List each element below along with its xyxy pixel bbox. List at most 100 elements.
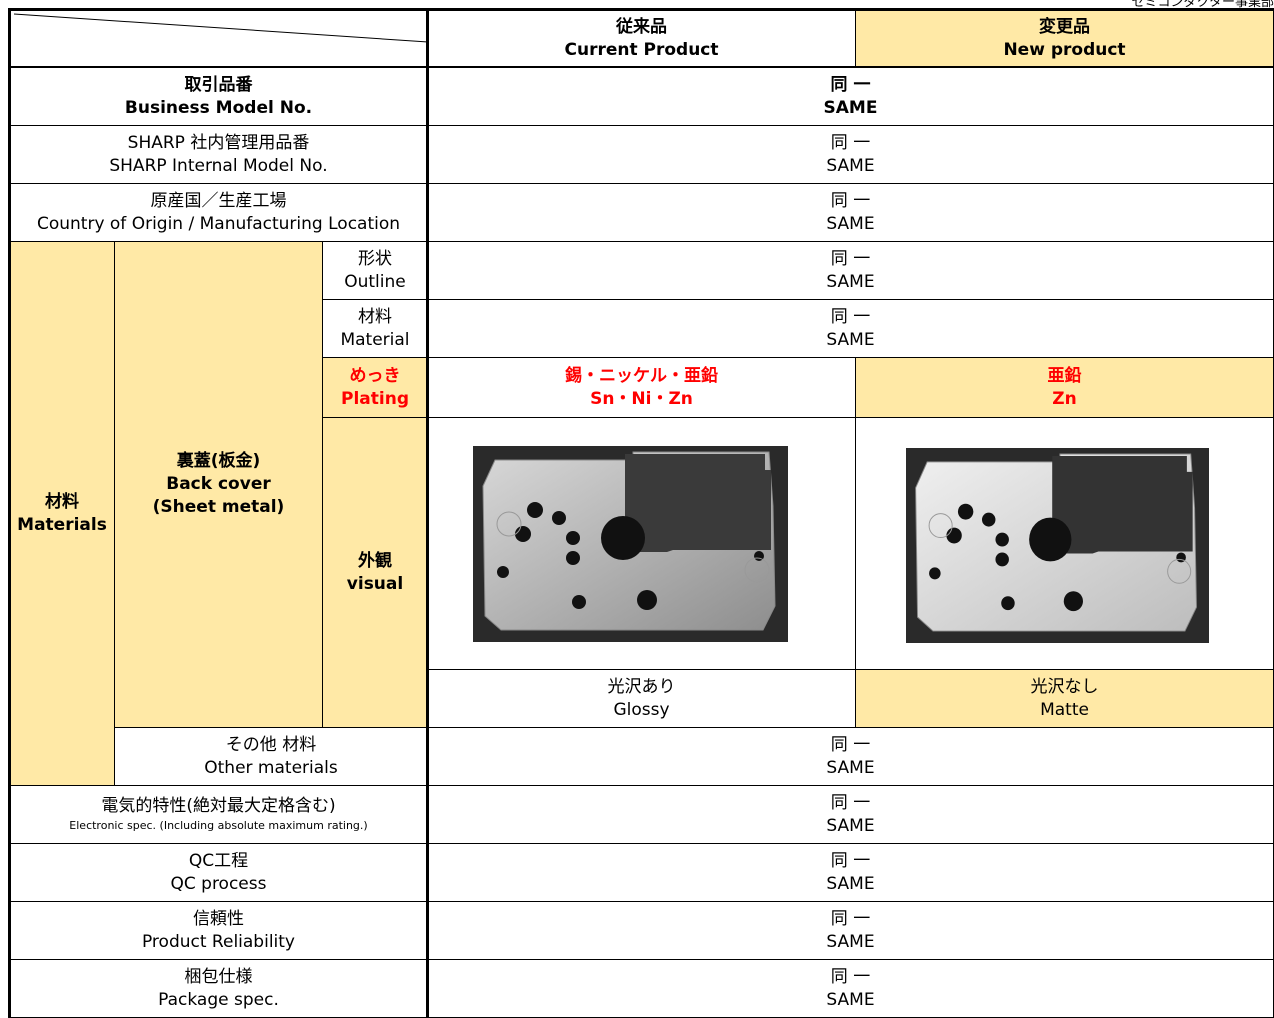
part-label-text: 裏蓋(板金) <box>176 451 261 471</box>
sub-label: めっき Plating <box>323 358 428 418</box>
row-label-text: Product Reliability <box>141 931 295 952</box>
row-value-text: 同 一 <box>830 74 871 95</box>
row-label: 信頼性 Product Reliability <box>10 902 428 960</box>
image-cell <box>428 418 856 670</box>
row-value-text: SAME <box>823 97 878 118</box>
materials-label-text: Materials <box>17 514 107 535</box>
border-line <box>8 8 1274 11</box>
sub-label-text: 材料 <box>358 306 392 327</box>
header-new-text: New product <box>1003 39 1126 60</box>
row-value: 同 一 SAME <box>428 902 1274 960</box>
sub-label-text: Plating <box>341 388 409 409</box>
row-label: 原産国／生産工場 Country of Origin / Manufacturin… <box>10 184 428 242</box>
border-line <box>8 8 11 1018</box>
row-label-text: 取引品番 <box>184 74 253 95</box>
header-current: 従来品 Current Product <box>428 10 856 68</box>
row-label-text: SHARP Internal Model No. <box>109 155 328 176</box>
row-value: 同 一 SAME <box>428 242 1274 300</box>
row-label: 取引品番 Business Model No. <box>10 68 428 126</box>
header-current-text: 従来品 <box>616 16 667 37</box>
row-label-text: SHARP 社内管理用品番 <box>127 132 310 153</box>
row-label: QC工程 QC process <box>10 844 428 902</box>
row-value-text: 同 一 <box>830 190 871 211</box>
plating-new-text: 亜鉛 <box>1047 365 1082 386</box>
header-current-text: Current Product <box>564 39 719 60</box>
row-value: 同 一 SAME <box>428 844 1274 902</box>
row-value-text: SAME <box>826 873 875 894</box>
materials-label-text: 材料 <box>45 491 79 512</box>
border-line <box>426 8 429 1018</box>
row-value-text: 同 一 <box>830 850 871 871</box>
plating-current-text: 錫・ニッケル・亜鉛 <box>565 365 718 386</box>
row-value-text: 同 一 <box>830 132 871 153</box>
sub-label-text: Material <box>340 329 410 350</box>
sub-label-text: Outline <box>344 271 406 292</box>
sub-label: 形状 Outline <box>323 242 428 300</box>
row-label-text: 電気的特性(絶対最大定格含む) <box>101 796 336 816</box>
header-new: 変更品 New product <box>856 10 1274 68</box>
row-value: 同 一 SAME <box>428 300 1274 358</box>
visual-current-text: Glossy <box>613 699 670 720</box>
image-cell <box>856 418 1274 670</box>
row-value-text: 同 一 <box>830 248 871 269</box>
sub-label-text: 形状 <box>358 248 392 269</box>
row-label-text: QC process <box>170 873 267 894</box>
visual-current: 光沢あり Glossy <box>428 670 856 728</box>
row-value-text: SAME <box>826 329 875 350</box>
row-value-text: SAME <box>826 931 875 952</box>
row-value-text: SAME <box>826 271 875 292</box>
row-value-text: 同 一 <box>830 734 871 755</box>
row-value-text: 同 一 <box>830 966 871 987</box>
row-label-text: QC工程 <box>188 850 249 871</box>
row-value-text: 同 一 <box>830 792 871 813</box>
row-value-text: SAME <box>826 213 875 234</box>
sub-label: その他 材料 Other materials <box>115 728 428 786</box>
diagonal <box>13 13 428 43</box>
row-value: 同 一 SAME <box>428 68 1274 126</box>
row-value-text: SAME <box>826 815 875 836</box>
header-blank <box>10 10 428 68</box>
row-value-text: 同 一 <box>830 306 871 327</box>
row-label-text: 梱包仕様 <box>184 966 253 987</box>
sub-label: 外観 visual <box>323 418 428 728</box>
row-label-text: 原産国／生産工場 <box>150 190 287 211</box>
row-value: 同 一 SAME <box>428 960 1274 1018</box>
row-value-text: 同 一 <box>830 908 871 929</box>
product-photo <box>473 446 788 642</box>
visual-new: 光沢なし Matte <box>856 670 1274 728</box>
row-value-text: SAME <box>826 757 875 778</box>
row-label: 電気的特性(絶対最大定格含む) Electronic spec. (Includi… <box>10 786 428 844</box>
row-label-text: 信頼性 <box>193 908 244 929</box>
row-value: 同 一 SAME <box>428 184 1274 242</box>
product-photo <box>906 448 1209 643</box>
row-label: 梱包仕様 Package spec. <box>10 960 428 1018</box>
row-value-text: SAME <box>826 989 875 1010</box>
sub-label-text: 外観 <box>358 550 392 571</box>
row-label-text: Business Model No. <box>124 97 313 118</box>
plating-new-text: Zn <box>1052 388 1077 409</box>
row-label-text: Electronic spec. (Including absolute max… <box>69 819 368 832</box>
materials-label: 材料 Materials <box>10 242 115 786</box>
row-value: 同 一 SAME <box>428 728 1274 786</box>
row-value: 同 一 SAME <box>428 126 1274 184</box>
border-line <box>8 66 1274 68</box>
sub-label-text: その他 材料 <box>225 734 317 755</box>
visual-new-text: 光沢なし <box>1030 676 1099 697</box>
plating-current: 錫・ニッケル・亜鉛 Sn・Ni・Zn <box>428 358 856 418</box>
row-label-text: Package spec. <box>158 989 279 1010</box>
part-label-text: Back cover <box>166 474 271 494</box>
sub-label-text: Other materials <box>204 757 338 778</box>
plating-current-text: Sn・Ni・Zn <box>590 388 693 409</box>
row-value-text: SAME <box>826 155 875 176</box>
part-label-text: (Sheet metal) <box>152 497 285 517</box>
row-value: 同 一 SAME <box>428 786 1274 844</box>
row-label-text: Country of Origin / Manufacturing Locati… <box>36 213 401 234</box>
sub-label-text: めっき <box>349 365 401 386</box>
header-new-text: 変更品 <box>1039 16 1090 37</box>
sub-label-text: visual <box>346 573 404 594</box>
division-label: セミコンダクター事業部 <box>1131 0 1274 10</box>
sub-label: 材料 Material <box>323 300 428 358</box>
part-label: 裏蓋(板金) Back cover (Sheet metal) <box>115 242 323 728</box>
plating-new: 亜鉛 Zn <box>856 358 1274 418</box>
